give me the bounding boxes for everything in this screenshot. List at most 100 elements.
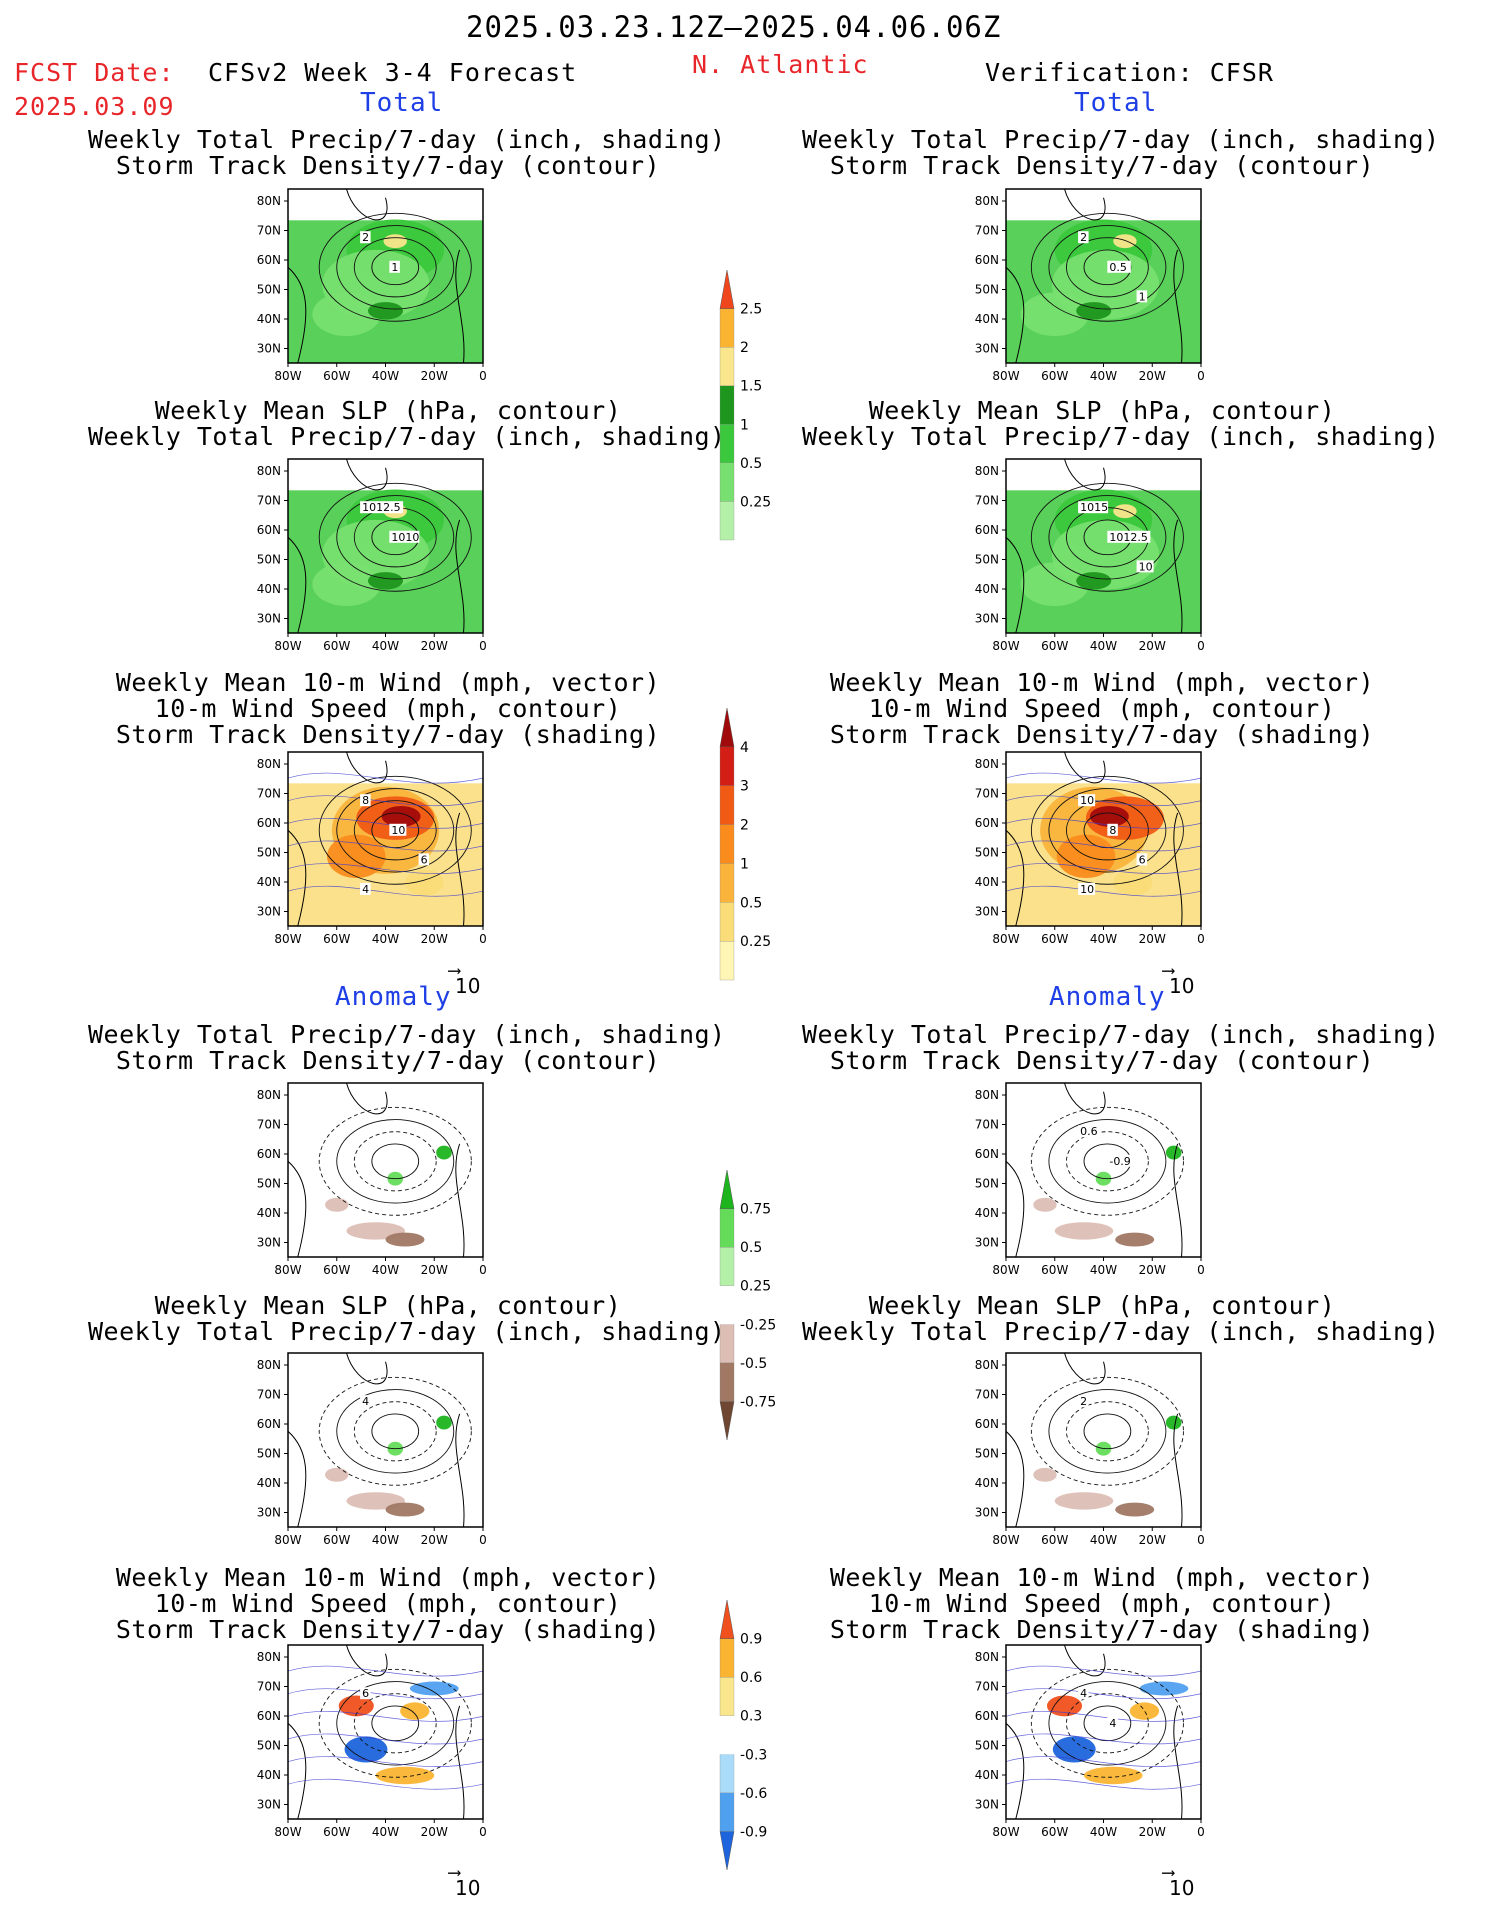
colorbar-segment [719, 269, 735, 309]
x-tick-label: 80W [274, 932, 301, 946]
title-line: Weekly Total Precip/7-day (inch, shading… [88, 1317, 726, 1346]
contour-label: 4 [362, 883, 369, 896]
coastline-europe-africa [455, 1413, 465, 1527]
y-tick-label: 80N [257, 757, 281, 771]
title-line: Storm Track Density/7-day (shading) [829, 1615, 1375, 1644]
x-tick-label: 40W [372, 1825, 399, 1839]
contour-line [336, 1389, 455, 1474]
contour-label: 10 [1139, 560, 1153, 573]
colorbar-segment [719, 824, 735, 864]
wind-speed-contour [288, 772, 483, 784]
title-line: Weekly Total Precip/7-day (inch, shading… [802, 1020, 1440, 1049]
colorbar-segment [719, 1169, 735, 1209]
x-tick-label: 0 [1197, 1263, 1205, 1277]
contour-label-bg [418, 853, 430, 866]
colorbar-segment [719, 785, 735, 825]
shade-blob [383, 234, 407, 249]
x-tick-label: 60W [323, 639, 350, 653]
contour-label: 1010 [391, 531, 419, 544]
x-tick-label: 80W [992, 369, 1019, 383]
model-title: CFSv2 Week 3-4 Forecast [208, 58, 578, 87]
x-tick-label: 0 [1197, 932, 1205, 946]
wind-speed-contour [1006, 817, 1201, 829]
wind-speed-contour [1006, 772, 1201, 784]
coastline-america [288, 829, 307, 926]
coastline-europe-africa [1173, 1143, 1183, 1257]
colorbar-label: 0.6 [740, 1670, 762, 1686]
x-tick-label: 0 [479, 1825, 487, 1839]
y-tick-label: 50N [975, 846, 999, 860]
x-tick-label: 60W [323, 1533, 350, 1547]
shade-blob [1113, 234, 1137, 249]
x-tick-label: 0 [479, 1533, 487, 1547]
coastline-greenland [346, 752, 388, 784]
title-fc-total-wind: Weekly Mean 10-m Wind (mph, vector) 10-m… [88, 670, 688, 748]
coastline-america [1006, 1430, 1025, 1527]
map-frame [1005, 188, 1202, 364]
contour-line [1066, 800, 1149, 861]
contour-label-bg [389, 260, 400, 273]
x-tick-label: 80W [274, 1533, 301, 1547]
wind-speed-contour [288, 795, 483, 807]
title-ver-anom-slp: Weekly Mean SLP (hPa, contour) Weekly To… [802, 1293, 1439, 1345]
shade-blob [1129, 1702, 1160, 1720]
shade-blob [356, 796, 435, 840]
x-tick-label: 80W [992, 1825, 1019, 1839]
shade-blob [1051, 519, 1160, 590]
map-panel-fc-total-slp-precip: 1012.5 1010 80N 70N 60N 50N 40N 30N 80W 60W 40W 20W… [257, 458, 487, 653]
contour-label-bg [1136, 853, 1148, 866]
title-ver-total-wind: Weekly Mean 10-m Wind (mph, vector) 10-m… [802, 670, 1402, 748]
colorbar-segment [719, 501, 735, 541]
contour-line [371, 1413, 420, 1450]
x-tick-label: 40W [372, 1263, 399, 1277]
wind-speed-contour [288, 1733, 483, 1745]
contour-label-bg [1107, 823, 1118, 836]
shade-blob [1054, 219, 1153, 281]
contour-line [1083, 249, 1132, 286]
section-anomaly-right: Anomaly [1049, 982, 1166, 1012]
colorbar-label: 1.5 [740, 379, 762, 395]
contour-line [353, 507, 437, 568]
shade-blob [1084, 1766, 1143, 1785]
y-tick-label: 50N [975, 553, 999, 567]
colorbar-label: -0.3 [740, 1747, 767, 1763]
x-tick-label: 0 [1197, 1825, 1205, 1839]
x-tick-label: 20W [1139, 369, 1166, 383]
wind-speed-contour [1006, 1688, 1201, 1700]
y-tick-label: 70N [975, 1118, 999, 1132]
y-tick-label: 40N [257, 1476, 281, 1490]
x-tick-label: 40W [1090, 369, 1117, 383]
coastline-greenland [346, 1645, 388, 1677]
x-tick-label: 80W [274, 1825, 301, 1839]
y-tick-label: 60N [257, 1417, 281, 1431]
contour-label: 4 [362, 1395, 369, 1408]
coastline-europe-africa [455, 1705, 465, 1819]
contour-line [1066, 1131, 1149, 1192]
vector-ref-label: 10 [1169, 1876, 1195, 1900]
y-tick-label: 70N [257, 1118, 281, 1132]
wind-speed-contour [1006, 1710, 1201, 1722]
shade-blob [1052, 1736, 1096, 1763]
contour-label-bg [1107, 260, 1131, 273]
shade-blob [312, 562, 381, 607]
shade-blob [322, 249, 430, 320]
x-tick-label: 20W [1139, 1533, 1166, 1547]
colorbar-segment [719, 1208, 735, 1248]
title-line: Weekly Total Precip/7-day (inch, shading… [88, 1020, 726, 1049]
shade-blob [375, 1766, 435, 1785]
y-tick-label: 60N [257, 1709, 281, 1723]
colorbar-segment [719, 1638, 735, 1678]
x-tick-label: 40W [1090, 932, 1117, 946]
colorbar-segment [720, 1715, 734, 1755]
colorbar-segment [719, 863, 735, 903]
x-tick-label: 20W [421, 1825, 448, 1839]
colorbar-segment [719, 1362, 735, 1402]
shade-blob [1020, 562, 1089, 607]
region-title: N. Atlantic [692, 50, 869, 79]
verification-title: Verification: CFSR [985, 58, 1274, 87]
colorbar-label: 0.25 [740, 934, 771, 950]
title-line: Weekly Mean 10-m Wind (mph, vector) [829, 1563, 1375, 1592]
coastline-greenland [346, 189, 388, 221]
contour-label: 2 [1080, 1395, 1087, 1408]
y-tick-label: 80N [257, 1358, 281, 1372]
